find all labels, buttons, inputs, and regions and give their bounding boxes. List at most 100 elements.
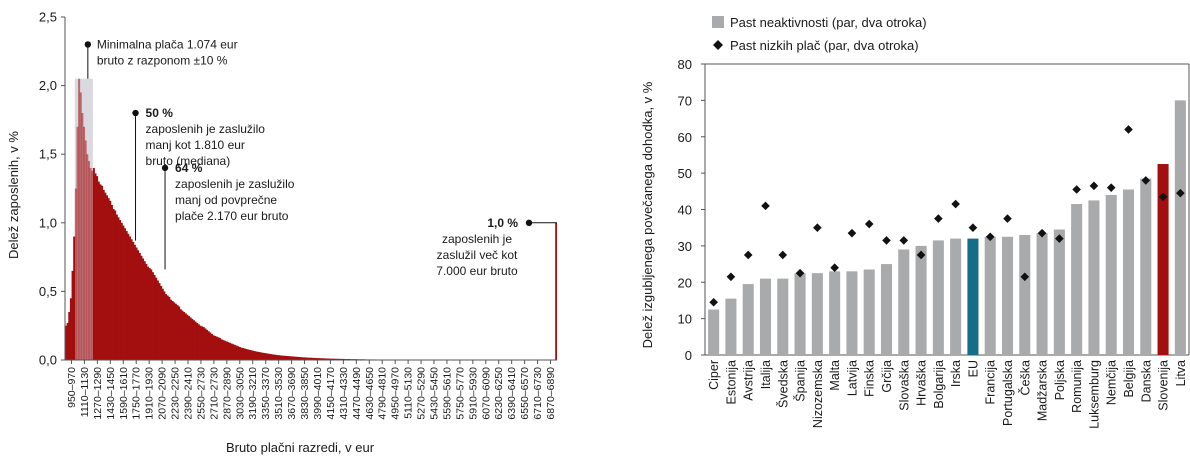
- left-chart-y-tick-label: 1,5: [39, 147, 57, 162]
- histogram-bar: [183, 311, 186, 360]
- histogram-bar: [248, 349, 251, 360]
- left-chart-x-tick-label: 1590–1610: [118, 367, 130, 420]
- bar-nemčija: [1105, 194, 1117, 355]
- left-chart-y-tick-label: 2,0: [39, 78, 57, 93]
- histogram-bar: [342, 358, 345, 360]
- right-chart-category-label: Avstrija: [742, 360, 756, 401]
- histogram-bar: [261, 352, 264, 360]
- histogram-bar: [138, 252, 141, 360]
- right-chart-category-label: Romunija: [1070, 360, 1084, 413]
- histogram-bar: [271, 354, 274, 360]
- left-chart-x-tick-label: 4630–4650: [364, 367, 376, 420]
- histogram-bar: [127, 233, 130, 360]
- histogram-bar: [78, 78, 81, 361]
- histogram-bar: [179, 309, 182, 360]
- right-chart-category-label: Slovaška: [897, 360, 911, 411]
- right-chart-category-label: EU: [966, 360, 980, 377]
- right-chart-category-label: Danska: [1139, 360, 1153, 402]
- right-chart-y-tick-label: 0: [685, 348, 692, 363]
- left-chart-x-tick-label: 3190–3210: [247, 367, 259, 420]
- annotation-dot: [525, 219, 533, 226]
- bar-madžarska: [1036, 233, 1048, 355]
- bar-italija: [759, 278, 772, 355]
- histogram-bar: [132, 242, 135, 360]
- right-chart-y-tick-label: 30: [678, 239, 692, 254]
- histogram-bar: [278, 355, 281, 360]
- right-chart-y-tick-label: 60: [678, 130, 692, 145]
- histogram-bar: [166, 295, 169, 360]
- histogram-bar: [250, 350, 253, 360]
- histogram-bar: [263, 353, 266, 360]
- marker-portugalska: [1003, 214, 1012, 223]
- histogram-bar: [256, 351, 259, 360]
- histogram-bar: [128, 236, 131, 360]
- left-chart-x-tick-label: 6390–6410: [506, 367, 518, 420]
- left-chart-x-tick-label: 5270–5290: [416, 367, 428, 420]
- histogram-bar: [155, 277, 158, 360]
- histogram-bar: [92, 167, 95, 360]
- marker-švedska: [778, 250, 788, 260]
- histogram-bar: [240, 347, 243, 360]
- histogram-bar: [165, 294, 168, 360]
- histogram-bar: [311, 357, 313, 360]
- histogram-bar: [237, 346, 240, 360]
- histogram-bar: [158, 283, 161, 360]
- left-chart-x-tick-label: 3350–3370: [260, 367, 272, 420]
- histogram-bar: [291, 356, 294, 360]
- marker-romunija: [1072, 185, 1081, 194]
- right-chart-category-label: Luksemburg: [1087, 360, 1101, 429]
- left-chart-x-tick-label: 1430–1450: [105, 367, 117, 420]
- histogram-bar: [325, 358, 328, 360]
- histogram-bar: [106, 195, 108, 360]
- marker-madžarska: [1037, 228, 1047, 238]
- histogram-bar: [245, 349, 248, 360]
- bar-estonija: [725, 298, 737, 355]
- histogram-bar: [299, 357, 302, 360]
- bar-irska: [950, 238, 962, 355]
- histogram-bar: [338, 358, 341, 360]
- histogram-bar: [186, 314, 189, 360]
- histogram-bar: [104, 192, 107, 360]
- histogram-bar: [315, 358, 318, 360]
- histogram-bar: [110, 204, 113, 360]
- histogram-bar: [112, 209, 115, 360]
- marker-belgija: [1124, 125, 1133, 134]
- histogram-bar: [230, 343, 233, 360]
- right-chart-markers: [709, 125, 1185, 307]
- marker-nizozemska: [813, 223, 822, 232]
- histogram-bar: [306, 357, 309, 360]
- left-chart-x-tick-label: 950–970: [66, 367, 78, 408]
- marker-avstrija: [743, 250, 753, 260]
- histogram-bar: [229, 342, 231, 360]
- bar-latvija: [846, 271, 858, 355]
- left-chart-x-tick-label: 1750–1770: [131, 367, 143, 420]
- histogram-bar: [212, 335, 215, 360]
- histogram-bar: [312, 357, 315, 360]
- bar-grčija: [880, 264, 893, 355]
- histogram-bar: [340, 358, 343, 360]
- bar-belgija: [1122, 189, 1135, 355]
- histogram-bar: [125, 231, 128, 360]
- bar-španija: [794, 273, 806, 355]
- bar-litva: [1174, 100, 1186, 356]
- histogram-bar: [156, 280, 159, 360]
- bar-poljska: [1053, 229, 1065, 355]
- right-chart-bars: [708, 100, 1186, 356]
- histogram-bar: [147, 266, 149, 360]
- left-chart-x-tick-label: 3990–4010: [312, 367, 324, 420]
- left-chart-x-tick-label: 1910–1930: [144, 367, 156, 420]
- histogram-bar: [133, 244, 136, 360]
- marker-finska: [864, 219, 874, 229]
- left-chart-y-tick-label: 0,0: [39, 353, 57, 368]
- right-chart-category-label: Poljska: [1053, 360, 1067, 400]
- left-chart-x-tick-label: 2230–2250: [170, 367, 182, 420]
- histogram-bar: [178, 306, 181, 360]
- left-chart-x-tick-label: 4310–4330: [338, 367, 350, 420]
- histogram-bar: [288, 356, 291, 360]
- marker-nemčija: [1106, 183, 1116, 192]
- bar-francija: [984, 236, 996, 355]
- histogram-bar: [79, 92, 82, 361]
- annotation-dot: [84, 41, 92, 48]
- bar-slovenija: [1157, 164, 1169, 355]
- histogram-bar: [294, 356, 297, 360]
